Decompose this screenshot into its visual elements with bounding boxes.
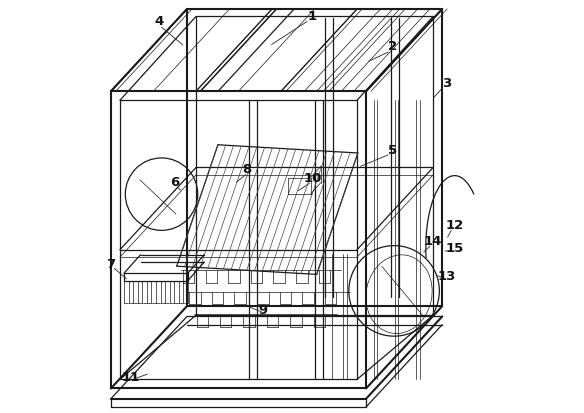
Text: 3: 3	[442, 76, 451, 90]
Text: 15: 15	[446, 242, 464, 255]
Text: 5: 5	[388, 145, 397, 157]
Text: 10: 10	[304, 172, 322, 185]
Text: 1: 1	[307, 10, 317, 23]
Text: 14: 14	[424, 235, 442, 248]
Text: 7: 7	[106, 258, 116, 271]
Text: 11: 11	[121, 371, 140, 384]
Text: 9: 9	[259, 304, 267, 317]
Text: 12: 12	[446, 218, 464, 232]
Text: 2: 2	[388, 40, 397, 53]
Text: 8: 8	[242, 163, 251, 176]
Text: 4: 4	[155, 15, 164, 28]
Text: 6: 6	[170, 176, 179, 189]
Text: 13: 13	[437, 270, 456, 283]
